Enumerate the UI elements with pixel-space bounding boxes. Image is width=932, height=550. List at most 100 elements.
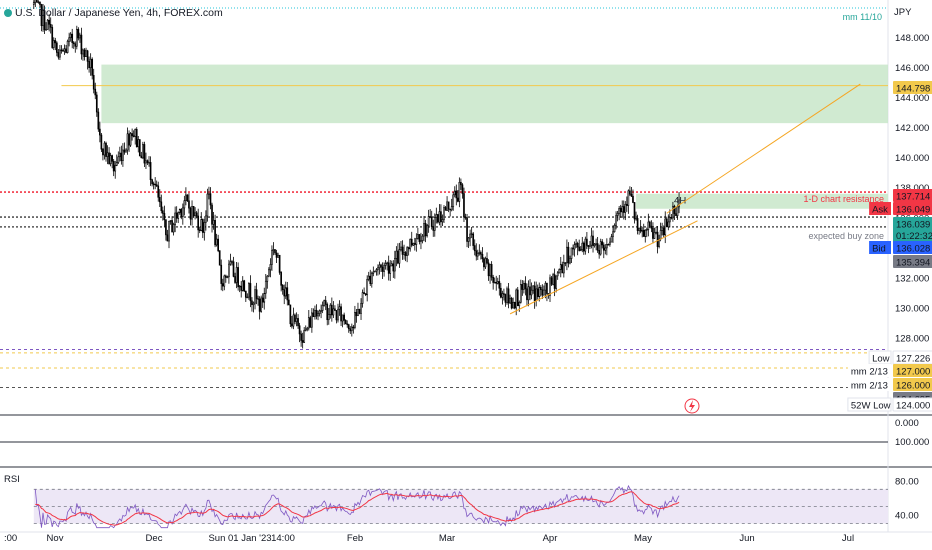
candle-body	[410, 238, 413, 246]
candle-body	[656, 231, 659, 247]
candle-body	[518, 302, 521, 307]
candle-body	[424, 223, 427, 237]
candle-body	[283, 289, 286, 297]
candle-body	[137, 139, 140, 148]
candle-body	[291, 323, 293, 327]
candle-body	[443, 207, 445, 220]
candle-body	[257, 298, 259, 300]
candle-body	[587, 245, 590, 247]
candle-body	[374, 270, 376, 273]
candle-body	[506, 288, 508, 303]
candle-body	[166, 234, 169, 242]
candle-body	[59, 49, 61, 58]
candle-body	[309, 317, 312, 328]
candle-body	[66, 40, 69, 53]
candle-body	[146, 160, 149, 163]
candle-body	[347, 324, 350, 330]
candle-body	[244, 290, 247, 298]
candle-body	[492, 276, 495, 283]
candle-body	[401, 246, 404, 255]
candle-body	[632, 195, 634, 203]
price-badge-tag	[847, 364, 891, 377]
candle-body	[429, 216, 432, 218]
candle-body	[160, 201, 163, 211]
candle-body	[263, 292, 266, 303]
candle-body	[337, 308, 339, 321]
candle-body	[533, 285, 536, 302]
candle-body	[616, 212, 619, 216]
candle-body	[43, 10, 46, 31]
candle-body	[132, 135, 135, 137]
candle-body	[427, 216, 430, 227]
candle-body	[335, 310, 338, 321]
price-badge	[893, 189, 932, 202]
candle-body	[527, 286, 530, 301]
candle-body	[641, 229, 644, 232]
candle-body	[352, 326, 355, 329]
candle-body	[218, 250, 221, 266]
candle-body	[228, 263, 230, 278]
candle-body	[255, 289, 258, 299]
candle-body	[271, 250, 273, 265]
candle-body	[579, 249, 582, 251]
candle-body	[117, 156, 120, 163]
candle-body	[334, 308, 336, 311]
currency-label: JPY	[894, 7, 912, 18]
candle-body	[209, 193, 212, 206]
candle-body	[214, 219, 216, 246]
candle-body	[440, 211, 442, 223]
candle-body	[586, 238, 588, 246]
candle-body	[604, 247, 607, 251]
price-badge-tag-text: Bid	[872, 244, 886, 255]
candle-body	[34, 0, 37, 3]
x-tick-label: Nov	[47, 533, 64, 544]
candle-body	[284, 287, 287, 297]
candle-body	[140, 155, 143, 159]
candle-body	[129, 133, 132, 146]
candle-body	[344, 320, 347, 325]
candle-body	[461, 184, 464, 194]
candle-body	[312, 312, 315, 318]
candle-body	[321, 304, 324, 311]
candle-body	[114, 165, 117, 172]
candle-body	[500, 287, 502, 298]
candle-body	[556, 272, 559, 277]
candle-body	[513, 301, 516, 309]
candle-body	[217, 238, 219, 251]
candle-body	[68, 37, 70, 42]
candle-body	[175, 212, 178, 219]
candle-body	[118, 152, 121, 158]
candle-body	[74, 43, 77, 47]
y-tick-label: 144.000	[895, 93, 929, 104]
candle-body	[281, 284, 284, 291]
candle-body	[225, 275, 227, 278]
top-right-label: mm 11/10	[843, 12, 882, 22]
candle-body	[231, 261, 233, 263]
y-tick-label: 146.000	[895, 63, 929, 74]
candle-body	[254, 289, 256, 304]
candle-body	[498, 281, 501, 289]
candle-body	[625, 203, 628, 206]
candle-body	[584, 238, 587, 252]
candle-body	[404, 252, 407, 256]
candle-body	[258, 298, 261, 312]
candle-body	[180, 209, 183, 217]
candle-body	[266, 275, 269, 282]
candle-body	[378, 264, 381, 269]
candle-body	[366, 278, 369, 296]
candle-body	[346, 323, 349, 325]
candle-body	[40, 4, 43, 26]
candle-body	[536, 288, 539, 297]
candle-body	[151, 179, 153, 185]
rsi-label: RSI	[4, 474, 20, 485]
candle-body	[450, 206, 453, 211]
candle-body	[349, 328, 352, 332]
x-tick-label: May	[634, 533, 652, 544]
candle-body	[363, 292, 365, 294]
candle-body	[650, 225, 653, 229]
candle-body	[415, 238, 418, 245]
candle-body	[610, 236, 613, 243]
candle-body	[569, 258, 571, 264]
